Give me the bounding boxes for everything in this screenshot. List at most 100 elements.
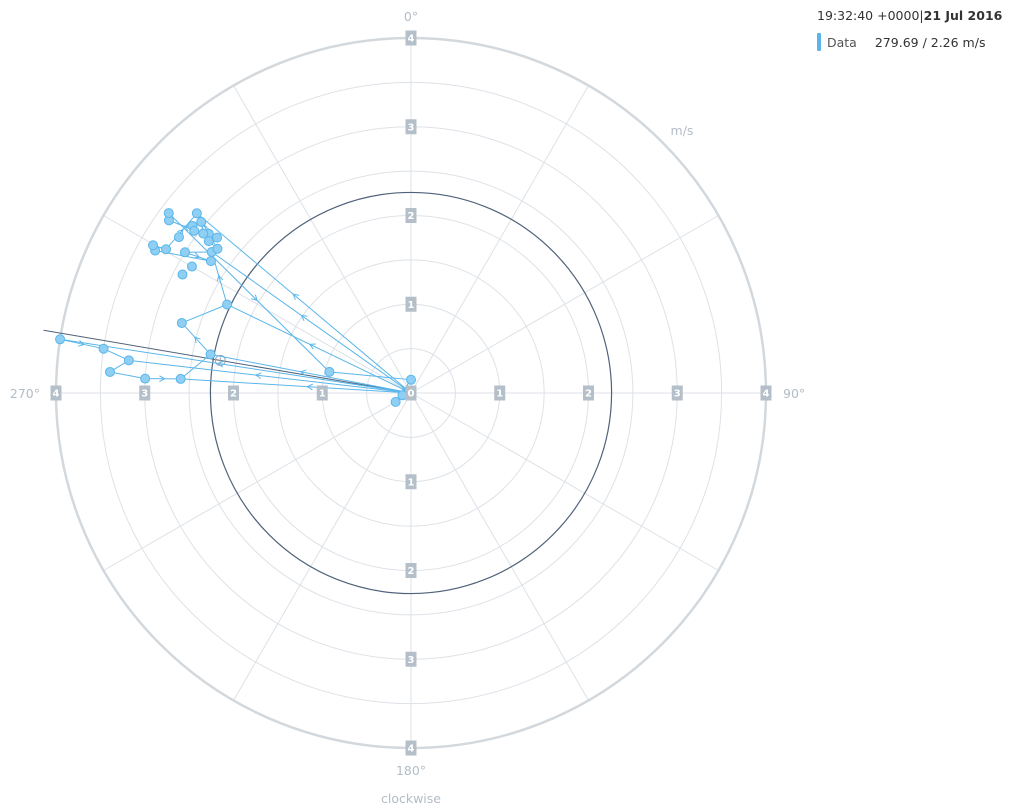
r-tick-label-box xyxy=(405,119,417,135)
vector-ray xyxy=(226,304,412,394)
data-point[interactable] xyxy=(163,208,174,219)
data-point[interactable] xyxy=(203,236,214,247)
legend-series-name: Data xyxy=(827,34,857,50)
angle-label: 0° xyxy=(404,9,418,24)
r-tick-label: 3 xyxy=(674,389,681,400)
data-point[interactable] xyxy=(148,240,159,251)
angle-label: 270° xyxy=(10,386,40,401)
angle-label: 180° xyxy=(396,763,426,778)
data-point[interactable] xyxy=(177,269,188,280)
data-point[interactable] xyxy=(140,373,151,384)
r-tick-label: 1 xyxy=(408,477,415,488)
r-tick-label-box xyxy=(50,385,62,401)
vector-ray xyxy=(196,212,412,394)
r-tick-label: 4 xyxy=(53,389,60,400)
r-tick-label: 3 xyxy=(408,655,415,666)
direction-arrow xyxy=(216,274,224,282)
data-point[interactable] xyxy=(198,228,209,239)
data-point[interactable] xyxy=(205,256,216,267)
r-tick-label-box xyxy=(405,208,417,223)
direction-arrow xyxy=(216,360,224,368)
trajectory-segment xyxy=(329,371,412,381)
data-point[interactable] xyxy=(205,349,216,360)
legend-date: 21 Jul 2016 xyxy=(923,8,1003,23)
r-tick-label: 3 xyxy=(408,122,415,133)
data-point[interactable] xyxy=(212,243,223,254)
r-tick-label: 4 xyxy=(763,389,770,400)
r-tick-label-box xyxy=(671,385,683,401)
r-tick-label-box xyxy=(760,385,772,401)
trajectory-segment xyxy=(181,304,228,324)
r-tick-label: 1 xyxy=(319,389,326,400)
r-tick-label: 3 xyxy=(141,389,148,400)
data-series[interactable] xyxy=(55,208,416,407)
legend: 19:32:40 +0000|21 Jul 2016 Data 279.69 /… xyxy=(817,8,1007,51)
data-point[interactable] xyxy=(175,373,186,384)
grid-ring xyxy=(277,259,545,527)
direction-arrow xyxy=(300,314,308,322)
vector-ray xyxy=(60,338,412,394)
grid-ring xyxy=(99,81,723,705)
legend-item-data[interactable]: Data 279.69 / 2.26 m/s xyxy=(817,33,1007,51)
trajectory-segment xyxy=(59,338,104,350)
vector-ray xyxy=(128,359,412,394)
direction-arrow xyxy=(78,340,86,347)
data-point[interactable] xyxy=(104,366,115,377)
vector-ray xyxy=(211,251,412,394)
legend-time: 19:32:40 +0000 xyxy=(817,8,920,23)
data-point[interactable] xyxy=(222,299,233,310)
data-point[interactable] xyxy=(191,208,202,219)
data-point[interactable] xyxy=(196,216,207,227)
trajectory-segment xyxy=(181,322,211,355)
vector-ray xyxy=(180,378,412,394)
data-point[interactable] xyxy=(390,396,401,407)
cursor-needle xyxy=(43,329,412,394)
data-point[interactable] xyxy=(406,374,416,385)
r-tick-label-box xyxy=(405,563,417,578)
legend-timestamp: 19:32:40 +0000|21 Jul 2016 xyxy=(817,8,1007,23)
data-point[interactable] xyxy=(186,261,197,272)
data-point[interactable] xyxy=(212,232,223,243)
r-tick-label-box xyxy=(494,385,506,401)
grid-ring xyxy=(366,348,456,438)
r-tick-label-box xyxy=(405,474,417,490)
direction-arrow xyxy=(251,294,258,302)
r-tick-label-box xyxy=(316,385,328,401)
r-tick-label: 4 xyxy=(408,34,415,45)
data-point[interactable] xyxy=(324,366,335,377)
r-tick-label: 2 xyxy=(585,389,592,400)
trajectory-segment xyxy=(180,354,211,380)
direction-arrow xyxy=(159,375,166,383)
r-tick-label: 4 xyxy=(408,744,415,755)
r-tick-label-box xyxy=(405,740,417,756)
direction-caption: clockwise xyxy=(381,791,441,806)
r-tick-label: 1 xyxy=(496,389,503,400)
r-tick-label-box xyxy=(405,30,417,46)
data-point[interactable] xyxy=(176,317,187,328)
legend-separator: | xyxy=(919,8,924,23)
direction-arrow xyxy=(306,383,313,391)
data-point[interactable] xyxy=(189,225,200,236)
vector-ray xyxy=(210,353,412,394)
r-tick-label-box xyxy=(139,385,151,401)
data-point[interactable] xyxy=(98,343,109,354)
data-point[interactable] xyxy=(173,232,184,243)
grid-ring xyxy=(188,170,634,616)
direction-arrow xyxy=(254,372,262,379)
r-tick-label: 1 xyxy=(408,300,415,311)
center-tick-label: 0 xyxy=(408,389,415,400)
r-tick-label: 2 xyxy=(230,389,237,400)
data-point[interactable] xyxy=(161,244,172,255)
highlight-ring xyxy=(209,191,613,595)
r-tick-label-box xyxy=(583,385,594,401)
data-point[interactable] xyxy=(55,334,66,345)
trajectory-segment xyxy=(165,212,198,250)
data-point[interactable] xyxy=(123,355,134,366)
data-point[interactable] xyxy=(179,247,190,258)
legend-swatch xyxy=(817,33,821,51)
r-tick-label-box xyxy=(228,385,239,401)
trajectory-segment xyxy=(109,371,146,380)
r-tick-label-box xyxy=(405,651,417,667)
direction-arrow xyxy=(308,343,316,350)
angle-label: 90° xyxy=(783,386,805,401)
